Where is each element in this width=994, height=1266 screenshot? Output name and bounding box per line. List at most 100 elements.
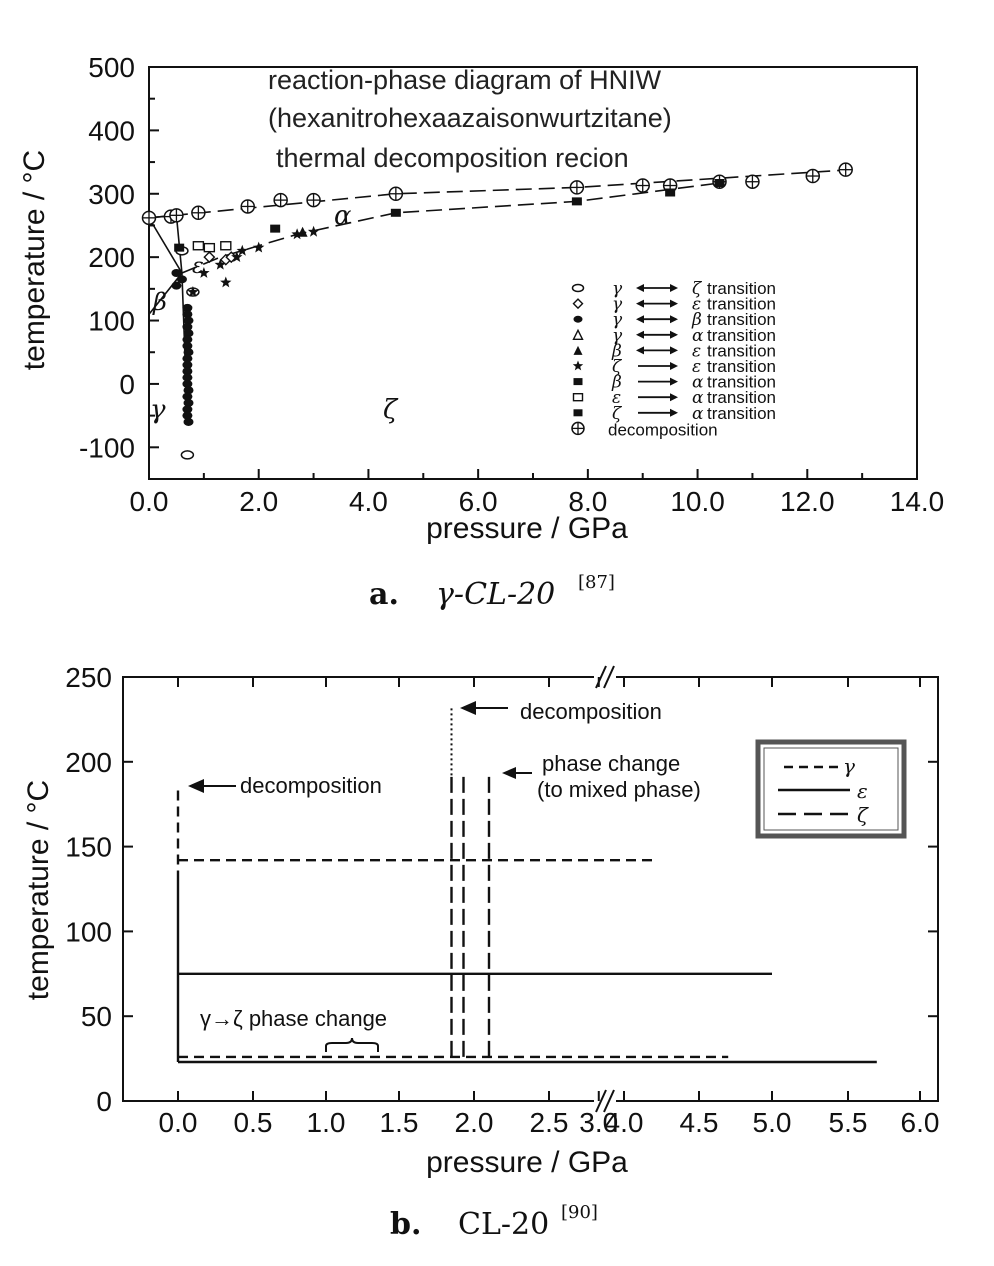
- marker-star: [187, 286, 199, 297]
- marker-filled-square: [270, 224, 281, 233]
- region-label-zeta: ζ: [383, 395, 399, 425]
- marker-filled-circle: [182, 367, 193, 376]
- legend-to: ε: [692, 341, 701, 361]
- y-tick-label-a: -100: [79, 432, 135, 463]
- marker-filled-circle: [183, 329, 194, 338]
- legend-kind: transition: [707, 341, 776, 360]
- marker-circle-cross: [571, 421, 585, 436]
- marker-filled-circle: [182, 360, 193, 369]
- legend-label: decomposition: [608, 420, 718, 439]
- marker-open-triangle: [572, 328, 584, 340]
- legend-to: ε: [692, 357, 701, 377]
- caption-a-ref: [87]: [578, 572, 615, 593]
- x-tick-label-a: 0.0: [130, 486, 169, 517]
- marker-star: [307, 225, 320, 237]
- legend-from: γ: [612, 295, 623, 315]
- series-lines-b: [176, 707, 877, 1064]
- legend-entry-a: γ β transition: [573, 310, 776, 330]
- marker-filled-circle: [182, 341, 193, 350]
- marker-star: [236, 244, 248, 256]
- marker-open-diamond: [572, 298, 584, 310]
- axis-break-top: [594, 665, 616, 689]
- marker-open-square: [220, 241, 232, 251]
- legend-entry-a: γ ε transition: [572, 295, 776, 315]
- region-label-epsilon: ε: [192, 254, 204, 279]
- marker-filled-circle: [183, 348, 194, 357]
- caption-a-text: γ-CL-20: [436, 577, 555, 612]
- svg-text:decomposition: decomposition: [240, 773, 382, 798]
- marker-filled-circle: [182, 322, 193, 331]
- legend-from: γ: [612, 279, 623, 299]
- marker-circle-cross: [838, 162, 853, 177]
- x-tick-label-a: 4.0: [349, 486, 388, 517]
- marker-filled-circle: [573, 315, 583, 323]
- legend-arrow-head: [670, 284, 678, 292]
- marker-filled-circle: [182, 405, 193, 414]
- marker-filled-triangle: [573, 345, 583, 355]
- legend-arrow-head: [636, 346, 644, 355]
- legend-from: β: [611, 341, 622, 361]
- legend-entry-a: decomposition: [571, 420, 718, 439]
- legend-from: γ: [612, 326, 623, 346]
- x-tick-label-a: 6.0: [459, 486, 498, 517]
- marker-filled-square: [573, 378, 583, 386]
- x-tick-label-b: 4.0: [605, 1107, 644, 1138]
- marker-filled-circle: [182, 379, 193, 388]
- y-tick-label-b: 200: [65, 747, 112, 778]
- legend-gamma: γ: [843, 754, 855, 778]
- legend-zeta: ζ: [857, 803, 869, 827]
- marker-circle-cross: [191, 205, 206, 221]
- x-tick-label-b: 5.5: [829, 1107, 868, 1138]
- marker-filled-circle: [182, 310, 193, 319]
- svg-text:(to mixed phase): (to mixed phase): [537, 777, 701, 802]
- y-tick-label-b: 50: [81, 1001, 112, 1032]
- x-tick-label-b: 1.0: [307, 1107, 346, 1138]
- x-tick-label-b: 4.5: [680, 1107, 719, 1138]
- marker-filled-circle: [183, 316, 194, 325]
- region-label-beta: β: [152, 288, 167, 316]
- annotation-decomposition-left: decomposition: [188, 773, 382, 798]
- caption-b-text: CL-20: [458, 1207, 549, 1242]
- legend-entry-a: ζ ε transition: [572, 357, 776, 377]
- marker-star: [231, 251, 243, 262]
- panel-b: 0 50 100 150 200 250 0.0 0.5 1.0 1.5 2.0 2.5 3.04.0…: [22, 662, 939, 1179]
- y-tick-label-a: 200: [88, 242, 135, 273]
- marker-filled-circle: [171, 281, 182, 290]
- legend-arrow-head: [670, 346, 678, 355]
- marker-open-circle: [180, 450, 195, 460]
- marker-star: [214, 258, 226, 270]
- svg-text:γ→ζ phase change: γ→ζ phase change: [200, 1006, 387, 1031]
- legend-from: ζ: [612, 404, 623, 424]
- caption-b-letter: b.: [390, 1207, 421, 1242]
- legend-to: α: [692, 404, 704, 424]
- marker-star: [198, 267, 210, 278]
- y-tick-label-a: 300: [88, 179, 135, 210]
- legend-arrow-head: [670, 393, 678, 402]
- marker-star: [253, 241, 265, 253]
- chart-title-a: reaction-phase diagram of HNIW: [268, 65, 662, 95]
- legend-to: α: [692, 388, 704, 408]
- legend-b: γ ε ζ: [755, 739, 907, 839]
- marker-filled-circle: [183, 398, 194, 407]
- marker-filled-square: [571, 197, 582, 206]
- x-axis-label-b: pressure / GPa: [426, 1146, 628, 1179]
- marker-filled-square: [390, 208, 401, 217]
- legend-to: β: [691, 310, 702, 330]
- marker-circle-cross: [635, 178, 650, 193]
- legend-arrow-head: [636, 315, 644, 324]
- y-tick-label-a: 100: [88, 306, 135, 337]
- panel-a: -100 0 100 200 300 400 500 0.0 2.0 4.0 6.0 8.0 10.0…: [18, 52, 944, 545]
- marker-filled-circle: [183, 386, 194, 395]
- data-markers-a: [141, 162, 853, 460]
- marker-filled-circle: [182, 303, 193, 312]
- caption-b-ref: [90]: [561, 1202, 598, 1223]
- marker-open-diamond: [203, 251, 216, 264]
- legend-kind: transition: [707, 310, 776, 329]
- y-tick-label-a: 500: [88, 52, 135, 83]
- marker-filled-circle: [171, 269, 182, 277]
- marker-filled-square: [714, 178, 725, 187]
- marker-filled-circle: [182, 392, 193, 401]
- marker-circle-cross: [141, 210, 157, 226]
- marker-open-square: [572, 393, 584, 402]
